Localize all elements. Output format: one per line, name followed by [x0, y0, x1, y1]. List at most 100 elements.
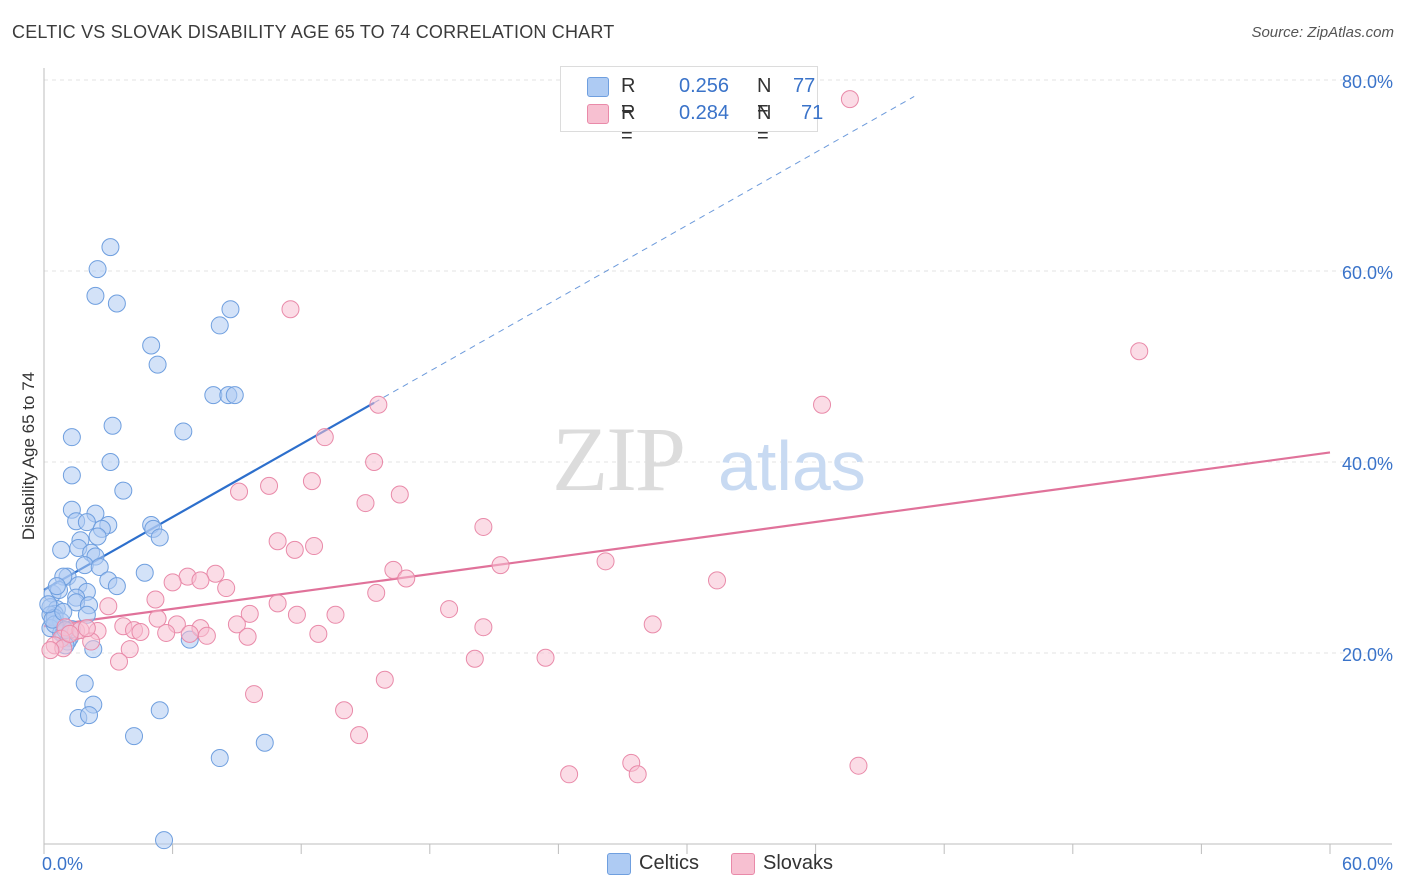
- slovaks-point: [110, 652, 129, 671]
- celtics-point: [80, 706, 99, 725]
- slovaks-trend-line: [43, 451, 1331, 628]
- slovaks-point: [146, 590, 165, 609]
- slovaks-point: [465, 649, 484, 668]
- slovaks-point: [491, 556, 510, 575]
- celtics-point: [88, 527, 107, 546]
- legend-n-label: N =: [757, 102, 772, 147]
- celtics-point: [210, 749, 229, 768]
- slovaks-point: [474, 517, 493, 536]
- slovaks-point: [350, 726, 369, 745]
- slovaks-point: [217, 579, 236, 598]
- slovaks-point: [191, 571, 210, 590]
- data-points: [39, 90, 1149, 850]
- celtics-point: [221, 300, 240, 319]
- slovaks-point: [238, 627, 257, 646]
- chart-source: Source: ZipAtlas.com: [1251, 24, 1394, 41]
- celtics-point: [107, 577, 126, 596]
- legend-n-value: 71: [801, 102, 824, 124]
- celtics-point: [77, 513, 96, 532]
- slovaks-point: [643, 615, 662, 634]
- celtics-point: [101, 238, 120, 257]
- watermark: ZIP atlas: [552, 408, 866, 510]
- slovaks-point: [335, 701, 354, 720]
- slovaks-point: [628, 765, 647, 784]
- slovaks-point: [560, 765, 579, 784]
- y-axis-label: Disability Age 65 to 74: [19, 372, 38, 540]
- celtics-point: [62, 428, 81, 447]
- celtics-point: [204, 386, 223, 405]
- celtics-point: [86, 286, 105, 305]
- slovaks-point: [536, 648, 555, 667]
- celtics-swatch: [587, 77, 609, 97]
- slovaks-point: [99, 597, 118, 616]
- slovaks-point: [708, 571, 727, 590]
- celtics-point: [39, 595, 58, 614]
- slovaks-point: [41, 641, 60, 660]
- watermark-atlas: atlas: [718, 427, 866, 505]
- slovaks-point: [287, 605, 306, 624]
- celtics-point: [107, 294, 126, 313]
- slovaks-point: [596, 552, 615, 571]
- chart-title: CELTIC VS SLOVAK DISABILITY AGE 65 TO 74…: [12, 22, 615, 42]
- slovaks-point: [369, 395, 388, 414]
- slovaks-point: [309, 624, 328, 643]
- slovaks-point: [268, 594, 287, 613]
- slovaks-point: [77, 619, 96, 638]
- slovaks-point: [315, 428, 334, 447]
- legend-n-value: 77: [793, 75, 816, 97]
- trend-lines: [43, 96, 1331, 628]
- slovaks-point: [302, 472, 321, 491]
- watermark-zip: ZIP: [552, 408, 684, 510]
- grid-lines: [44, 79, 1392, 654]
- celtics-point: [75, 674, 94, 693]
- celtics-legend-label: Celtics: [639, 852, 700, 874]
- celtics-point: [90, 558, 109, 577]
- slovaks-point: [230, 482, 249, 501]
- celtics-point: [155, 831, 174, 850]
- celtics-point: [62, 466, 81, 485]
- celtics-point: [88, 260, 107, 279]
- slovaks-point: [840, 90, 859, 109]
- slovaks-swatch: [587, 104, 609, 124]
- celtics-point: [150, 701, 169, 720]
- slovaks-point: [849, 756, 868, 775]
- slovaks-point: [305, 537, 324, 556]
- slovaks-point: [285, 540, 304, 559]
- celtics-point: [150, 528, 169, 547]
- x-tick-label-min: 0.0%: [42, 854, 83, 874]
- slovaks-point: [163, 573, 182, 592]
- axes: [43, 68, 1392, 854]
- slovaks-point: [390, 485, 409, 504]
- slovaks-point: [240, 604, 259, 623]
- celtics-point: [255, 733, 274, 752]
- slovaks-point: [440, 600, 459, 619]
- slovaks-point: [60, 624, 79, 643]
- correlation-legend: R = 0.256 N = 77 R = 0.284 N = 71: [560, 66, 823, 147]
- slovaks-point: [148, 609, 167, 628]
- slovaks-legend-swatch: [731, 853, 755, 875]
- legend-r-label: R =: [621, 75, 636, 120]
- slovaks-point: [157, 623, 176, 642]
- slovaks-point: [367, 583, 386, 602]
- celtics-point: [148, 355, 167, 374]
- slovaks-point: [245, 685, 264, 704]
- legend-r-label: R =: [621, 102, 636, 147]
- slovaks-point: [1130, 342, 1149, 361]
- slovaks-point: [356, 494, 375, 513]
- slovaks-point: [260, 476, 279, 495]
- celtics-point: [75, 556, 94, 575]
- celtics-trend-extension: [373, 96, 915, 404]
- celtics-point: [225, 386, 244, 405]
- slovaks-legend-label: Slovaks: [763, 852, 834, 874]
- slovaks-point: [206, 564, 225, 583]
- y-tick-label: 80.0%: [1342, 72, 1393, 92]
- legend-r-value: 0.284: [679, 102, 730, 124]
- slovaks-point: [131, 622, 150, 641]
- slovaks-point: [375, 670, 394, 689]
- axis-labels: Disability Age 65 to 74 0.0% 60.0% 20.0%…: [19, 72, 1393, 874]
- celtics-point: [103, 416, 122, 435]
- celtics-point: [47, 577, 66, 596]
- y-tick-label: 40.0%: [1342, 454, 1393, 474]
- slovaks-point: [397, 569, 416, 588]
